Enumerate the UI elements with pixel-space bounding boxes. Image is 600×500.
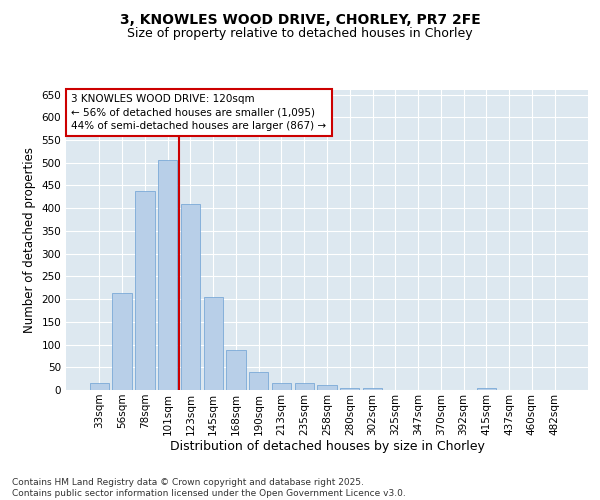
Text: 3, KNOWLES WOOD DRIVE, CHORLEY, PR7 2FE: 3, KNOWLES WOOD DRIVE, CHORLEY, PR7 2FE xyxy=(119,12,481,26)
Bar xyxy=(90,383,109,390)
Bar xyxy=(317,384,337,390)
Bar xyxy=(181,204,200,390)
Bar xyxy=(135,191,155,390)
Bar xyxy=(158,160,178,390)
Bar xyxy=(272,383,291,390)
Text: 3 KNOWLES WOOD DRIVE: 120sqm
← 56% of detached houses are smaller (1,095)
44% of: 3 KNOWLES WOOD DRIVE: 120sqm ← 56% of de… xyxy=(71,94,326,131)
Text: Contains HM Land Registry data © Crown copyright and database right 2025.
Contai: Contains HM Land Registry data © Crown c… xyxy=(12,478,406,498)
X-axis label: Distribution of detached houses by size in Chorley: Distribution of detached houses by size … xyxy=(170,440,484,454)
Bar xyxy=(249,372,268,390)
Bar xyxy=(203,297,223,390)
Text: Size of property relative to detached houses in Chorley: Size of property relative to detached ho… xyxy=(127,28,473,40)
Bar xyxy=(340,388,359,390)
Bar xyxy=(476,388,496,390)
Y-axis label: Number of detached properties: Number of detached properties xyxy=(23,147,36,333)
Bar xyxy=(295,383,314,390)
Bar xyxy=(363,388,382,390)
Bar xyxy=(226,350,245,390)
Bar xyxy=(112,293,132,390)
